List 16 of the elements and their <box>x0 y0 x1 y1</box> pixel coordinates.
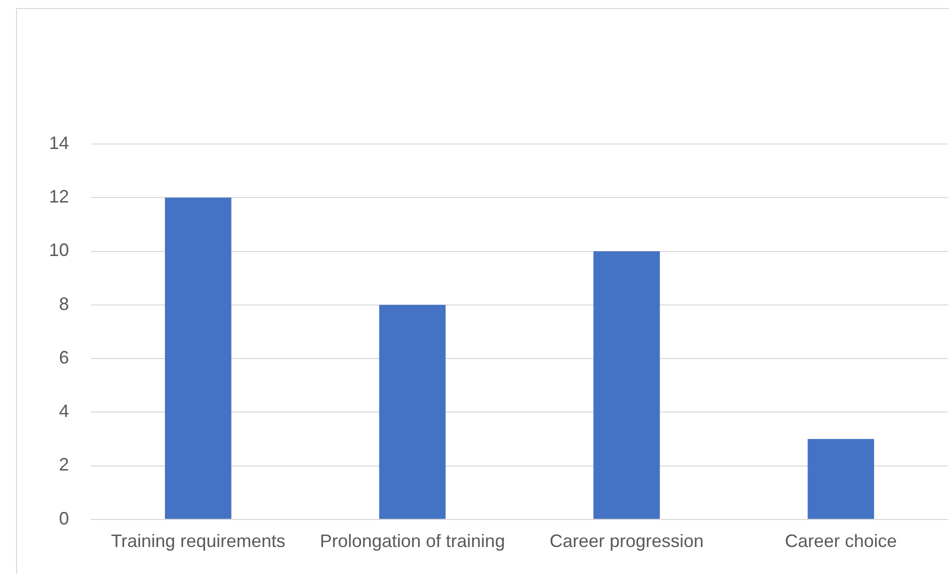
y-tick-label: 12 <box>48 186 70 207</box>
bar <box>593 251 660 519</box>
y-tick-label: 6 <box>59 347 70 368</box>
x-tick-label: Career choice <box>784 531 897 552</box>
bar <box>379 304 446 519</box>
y-tick-label: 0 <box>59 508 70 528</box>
x-tick-label: Prolongation of training <box>320 531 505 552</box>
y-tick-label: 8 <box>59 294 70 314</box>
bar <box>164 198 232 519</box>
y-tick-label: 14 <box>48 132 70 153</box>
bar <box>808 438 874 519</box>
x-tick-label: Training requirements <box>110 531 286 552</box>
y-tick-label: 4 <box>59 401 70 422</box>
y-tick-label: 2 <box>59 454 70 475</box>
x-tick-label: Career progression <box>550 531 704 552</box>
y-tick-label: 10 <box>48 240 70 260</box>
